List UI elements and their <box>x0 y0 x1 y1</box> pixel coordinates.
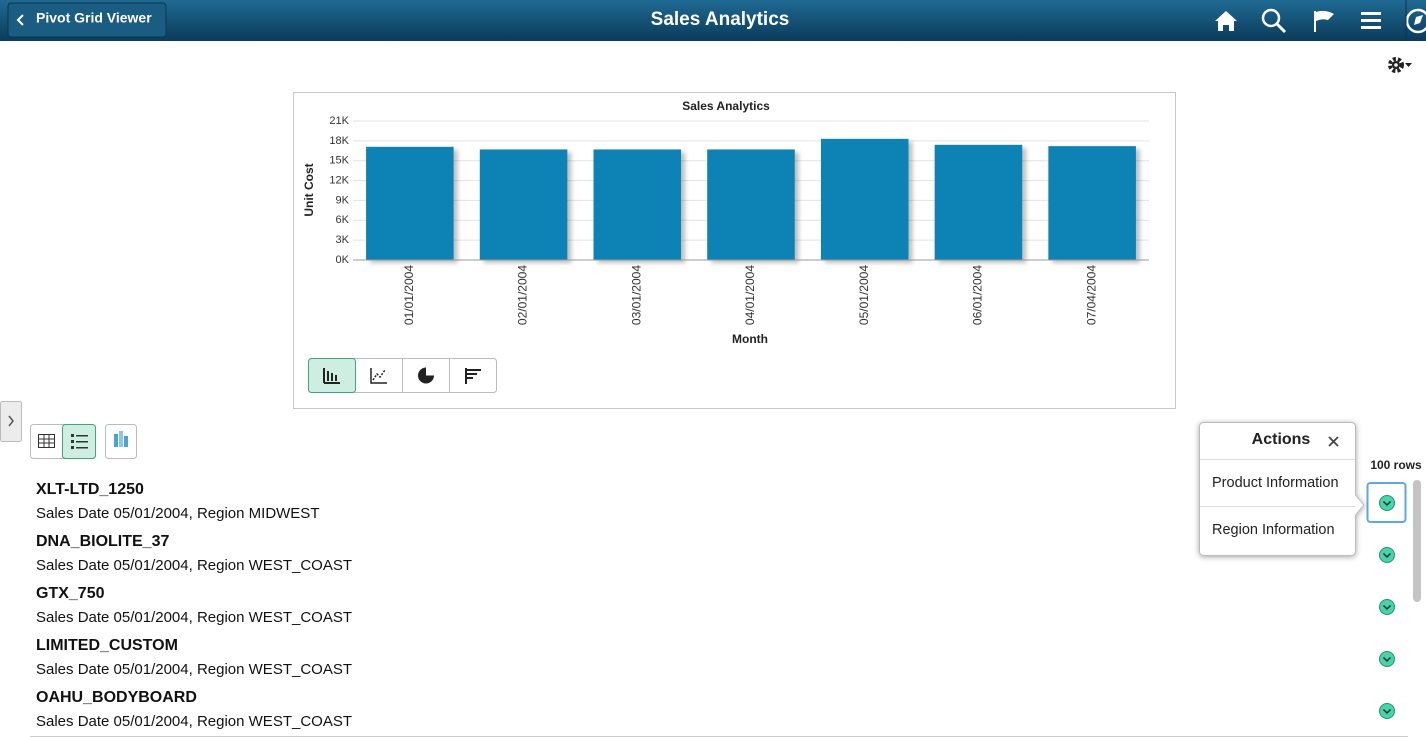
bar <box>366 146 454 260</box>
plot: 0K 3K 6K 9K 12K 15K 18K 21K 01/01/2004 02/01/2004… <box>329 115 1149 325</box>
action-icon <box>1379 703 1395 719</box>
back-button[interactable]: Pivot Grid Viewer <box>7 2 167 38</box>
bar <box>479 149 568 260</box>
view-toggles <box>30 424 137 459</box>
x-axis-label: Month <box>732 332 768 346</box>
chart-title: Sales Analytics <box>682 99 770 113</box>
result-list: XLT-LTD_1250 Sales Date 05/01/2004, Regio… <box>30 476 1408 737</box>
action-item[interactable]: Region Information <box>1212 522 1335 538</box>
home-icon[interactable] <box>1215 11 1237 31</box>
pie-chart-button[interactable] <box>418 366 436 384</box>
action-item[interactable]: Product Information <box>1212 475 1339 491</box>
row-subtitle: Sales Date 05/01/2004, Region WEST_COAST <box>36 661 352 678</box>
action-icon <box>1379 599 1395 615</box>
back-label: Pivot Grid Viewer <box>36 10 152 26</box>
row-background <box>30 580 1408 632</box>
row-subtitle: Sales Date 05/01/2004, Region WEST_COAST <box>36 713 352 730</box>
scrollbar[interactable] <box>1413 480 1421 602</box>
list-row[interactable]: OAHU_BODYBOARD Sales Date 05/01/2004, Reg… <box>30 684 1408 737</box>
action-icon <box>1379 495 1395 511</box>
row-title: LIMITED_CUSTOM <box>36 637 178 654</box>
bar <box>1048 146 1136 260</box>
line-chart-button[interactable] <box>370 368 387 384</box>
bar <box>934 144 1023 260</box>
actions-title: Actions <box>1252 431 1311 448</box>
navbar-icon[interactable] <box>1405 8 1426 34</box>
y-tick-label: 9K <box>336 194 350 206</box>
row-background <box>30 476 1408 528</box>
x-tick-label: 04/01/2004 <box>743 265 757 325</box>
bar <box>593 149 682 260</box>
settings-gear[interactable] <box>1388 57 1412 73</box>
hbar-chart-button[interactable] <box>465 368 481 384</box>
y-tick-label: 21K <box>329 115 349 127</box>
search-icon[interactable] <box>1261 8 1287 34</box>
row-count: 100 rows <box>1370 458 1422 472</box>
bar <box>707 149 795 260</box>
y-tick-label: 18K <box>329 135 349 147</box>
row-subtitle: Sales Date 05/01/2004, Region MIDWEST <box>36 505 319 522</box>
x-tick-label: 01/01/2004 <box>402 265 416 325</box>
chart-type-buttons <box>308 358 497 393</box>
action-chevron <box>1382 708 1392 715</box>
chart-view-button[interactable] <box>105 424 137 459</box>
y-tick-label: 12K <box>329 174 349 186</box>
row-title: OAHU_BODYBOARD <box>36 689 197 706</box>
row-background <box>30 528 1408 580</box>
list-row[interactable]: LIMITED_CUSTOM Sales Date 05/01/2004, Reg… <box>30 632 1408 685</box>
y-tick-label: 3K <box>336 234 350 246</box>
row-actions-button[interactable] <box>1379 651 1395 667</box>
bar <box>820 138 909 260</box>
row-title: DNA_BIOLITE_37 <box>36 533 169 550</box>
menu-icon[interactable] <box>1361 12 1381 29</box>
x-tick-label: 02/01/2004 <box>516 265 530 325</box>
y-tick-label: 6K <box>336 214 350 226</box>
row-background <box>30 684 1408 736</box>
row-subtitle: Sales Date 05/01/2004, Region WEST_COAST <box>36 557 352 574</box>
y-tick-label: 0K <box>336 254 350 266</box>
close-button[interactable] <box>1328 436 1339 447</box>
row-actions-button[interactable] <box>1379 599 1395 615</box>
action-icon <box>1379 547 1395 563</box>
list-row[interactable]: DNA_BIOLITE_37 Sales Date 05/01/2004, Reg… <box>30 528 1408 581</box>
x-tick-label: 03/01/2004 <box>629 265 643 325</box>
list-row[interactable]: GTX_750 Sales Date 05/01/2004, Region WES… <box>30 580 1408 633</box>
action-chevron <box>1382 604 1392 611</box>
row-title: GTX_750 <box>36 585 105 602</box>
grid-view-button[interactable] <box>38 434 55 448</box>
row-actions-button[interactable] <box>1366 482 1407 523</box>
row-background <box>30 632 1408 684</box>
flag-icon[interactable] <box>1314 10 1334 32</box>
row-actions-button[interactable] <box>1379 547 1395 563</box>
row-actions-button[interactable] <box>1379 703 1395 719</box>
action-chevron <box>1382 552 1392 559</box>
x-tick-label: 07/04/2004 <box>1084 265 1098 325</box>
header-bar <box>0 0 1426 41</box>
page-title: Sales Analytics <box>651 9 790 30</box>
action-chevron <box>1382 500 1392 507</box>
x-tick-label: 05/01/2004 <box>857 265 871 325</box>
x-tick-label: 06/01/2004 <box>971 265 985 325</box>
actions-popup <box>1199 422 1365 556</box>
y-tick-label: 15K <box>329 155 349 167</box>
y-axis-label: Unit Cost <box>302 163 316 216</box>
row-title: XLT-LTD_1250 <box>36 481 144 498</box>
row-subtitle: Sales Date 05/01/2004, Region WEST_COAST <box>36 609 352 626</box>
side-panel-toggle[interactable] <box>0 401 22 442</box>
action-chevron <box>1382 656 1392 663</box>
action-icon <box>1379 651 1395 667</box>
